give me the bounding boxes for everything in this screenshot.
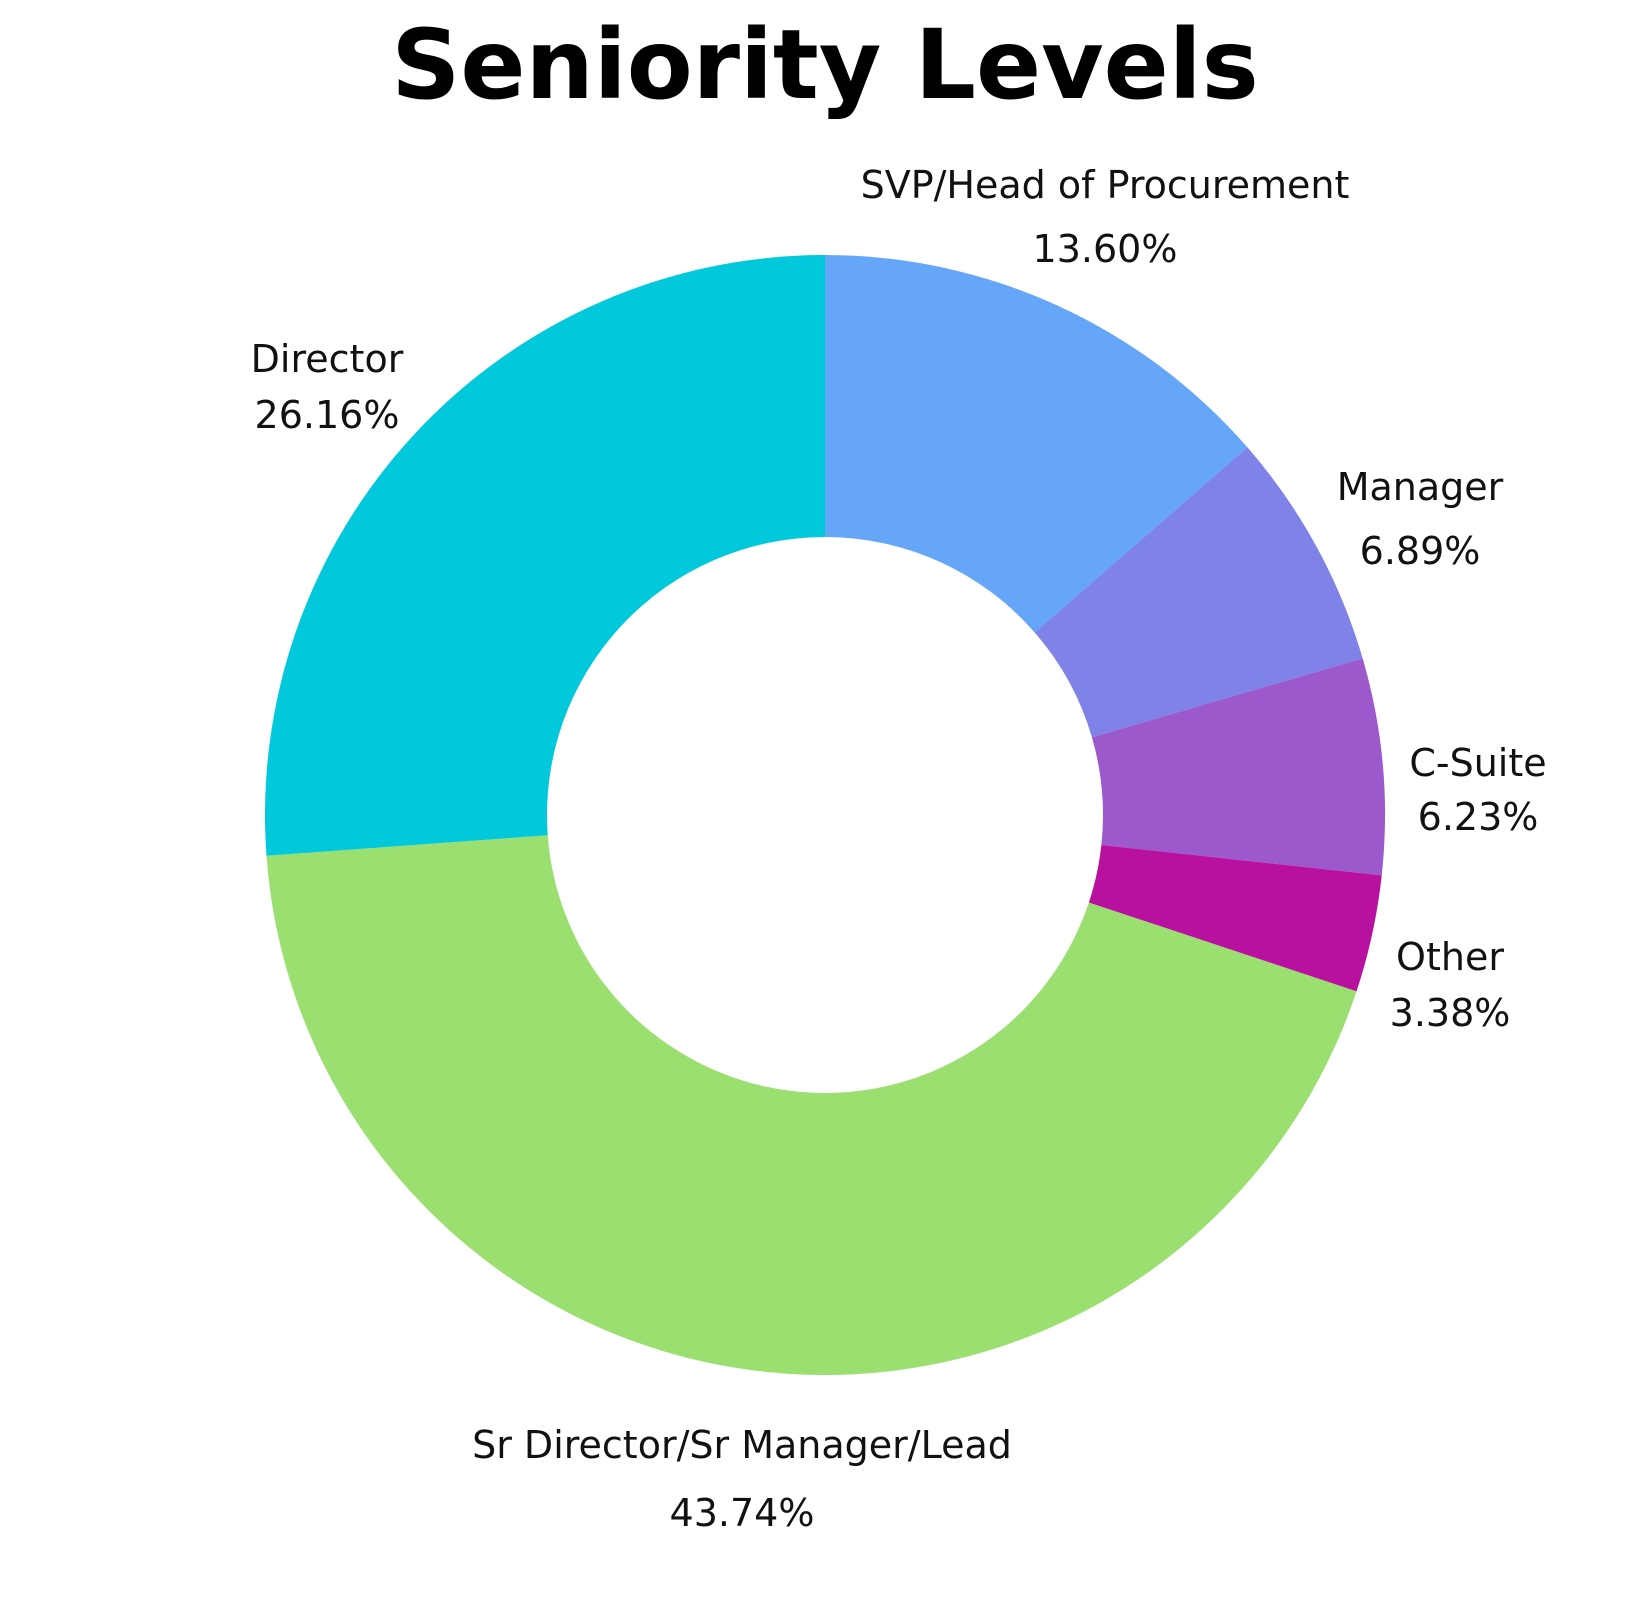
label-svp-head-of-procurement-name: SVP/Head of Procurement [861,163,1350,207]
slice-sr-director-sr-manager-lead [266,835,1357,1376]
chart-title: Seniority Levels [391,9,1259,121]
label-other-value: 3.38% [1390,991,1511,1035]
slice-labels: SVP/Head of Procurement 13.60% Manager 6.89… [251,163,1547,1535]
slice-director [264,255,825,856]
label-sr-director-sr-manager-lead-name: Sr Director/Sr Manager/Lead [472,1423,1012,1467]
label-manager-name: Manager [1337,465,1504,509]
slice-other [1088,844,1382,992]
slice-svp-head-of-procurement [825,255,1248,633]
donut-slices [264,255,1385,1376]
label-other-name: Other [1396,935,1504,979]
label-c-suite-name: C-Suite [1409,741,1546,785]
label-manager-value: 6.89% [1360,529,1481,573]
label-svp-head-of-procurement-value: 13.60% [1033,227,1178,271]
label-director-value: 26.16% [255,393,400,437]
label-c-suite-value: 6.23% [1418,795,1539,839]
slice-c-suite [1091,658,1385,876]
label-sr-director-sr-manager-lead-value: 43.74% [670,1491,815,1535]
label-director-name: Director [251,337,404,381]
slice-manager [1034,447,1363,738]
